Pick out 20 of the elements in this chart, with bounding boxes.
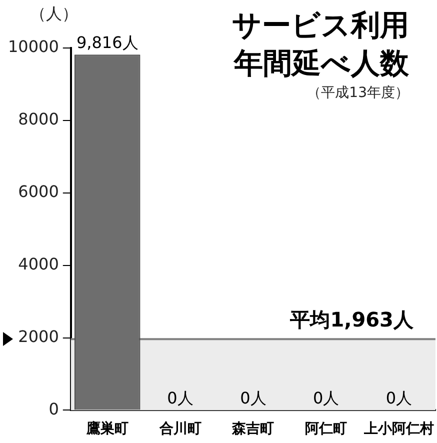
chart-title: サービス利用年間延べ人数 (231, 7, 409, 82)
y-tick-label: 2000 (18, 326, 59, 346)
x-tick-label: 阿仁町 (305, 421, 348, 438)
x-tick-label: 合川町 (158, 421, 202, 438)
y-tick-label: 4000 (18, 254, 59, 274)
y-tick-label: 8000 (18, 110, 59, 129)
y-axis-title: （人） (30, 4, 78, 25)
data-label: 0人 (386, 388, 412, 408)
y-tick-label: 6000 (18, 182, 59, 202)
data-label: 0人 (312, 388, 340, 408)
y-tick-label: 0 (48, 399, 59, 418)
y-tick-label: 10000 (8, 37, 59, 56)
x-tick-label: 森吉町 (231, 421, 274, 438)
data-label: 0人 (240, 388, 266, 408)
x-tick-label: 上小阿仁村 (363, 421, 434, 438)
data-label: 0人 (167, 388, 194, 408)
ref-line-label: 平均1,963人 (289, 307, 414, 332)
x-tick-label: 鷹巣町 (85, 420, 128, 438)
text: （平成13年度） (306, 84, 409, 102)
data-label: 9,816人 (76, 32, 138, 52)
